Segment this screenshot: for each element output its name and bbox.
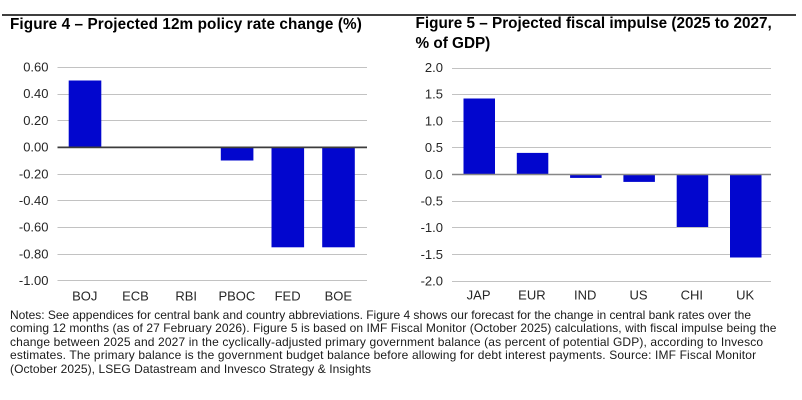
svg-text:1.0: 1.0 <box>425 113 443 128</box>
svg-text:0.5: 0.5 <box>425 140 443 155</box>
svg-text:0.60: 0.60 <box>23 60 48 75</box>
svg-text:-0.20: -0.20 <box>19 166 49 181</box>
svg-text:-1.0: -1.0 <box>421 220 443 235</box>
svg-text:UK: UK <box>736 288 754 303</box>
svg-text:0.0: 0.0 <box>425 167 443 182</box>
svg-text:FED: FED <box>275 289 301 304</box>
svg-text:-0.40: -0.40 <box>19 193 49 208</box>
svg-text:JAP: JAP <box>467 288 491 303</box>
svg-text:-0.80: -0.80 <box>19 246 49 261</box>
svg-text:CHI: CHI <box>681 288 703 303</box>
svg-text:-1.5: -1.5 <box>421 247 443 262</box>
svg-text:EUR: EUR <box>518 288 545 303</box>
svg-text:ECB: ECB <box>122 289 149 304</box>
svg-text:2.0: 2.0 <box>425 60 443 75</box>
svg-text:PBOC: PBOC <box>218 289 255 304</box>
svg-text:-2.0: -2.0 <box>421 274 443 289</box>
svg-text:RBI: RBI <box>175 289 197 304</box>
svg-text:0.40: 0.40 <box>23 86 48 101</box>
svg-text:0.20: 0.20 <box>23 113 48 128</box>
svg-text:-1.00: -1.00 <box>19 273 49 288</box>
svg-text:1.5: 1.5 <box>425 87 443 102</box>
svg-text:BOJ: BOJ <box>72 289 97 304</box>
svg-text:-0.60: -0.60 <box>19 220 49 235</box>
svg-text:IND: IND <box>574 288 596 303</box>
svg-text:BOE: BOE <box>325 289 353 304</box>
svg-text:0.00: 0.00 <box>23 140 48 155</box>
svg-text:US: US <box>629 288 647 303</box>
svg-text:-0.5: -0.5 <box>421 194 443 209</box>
